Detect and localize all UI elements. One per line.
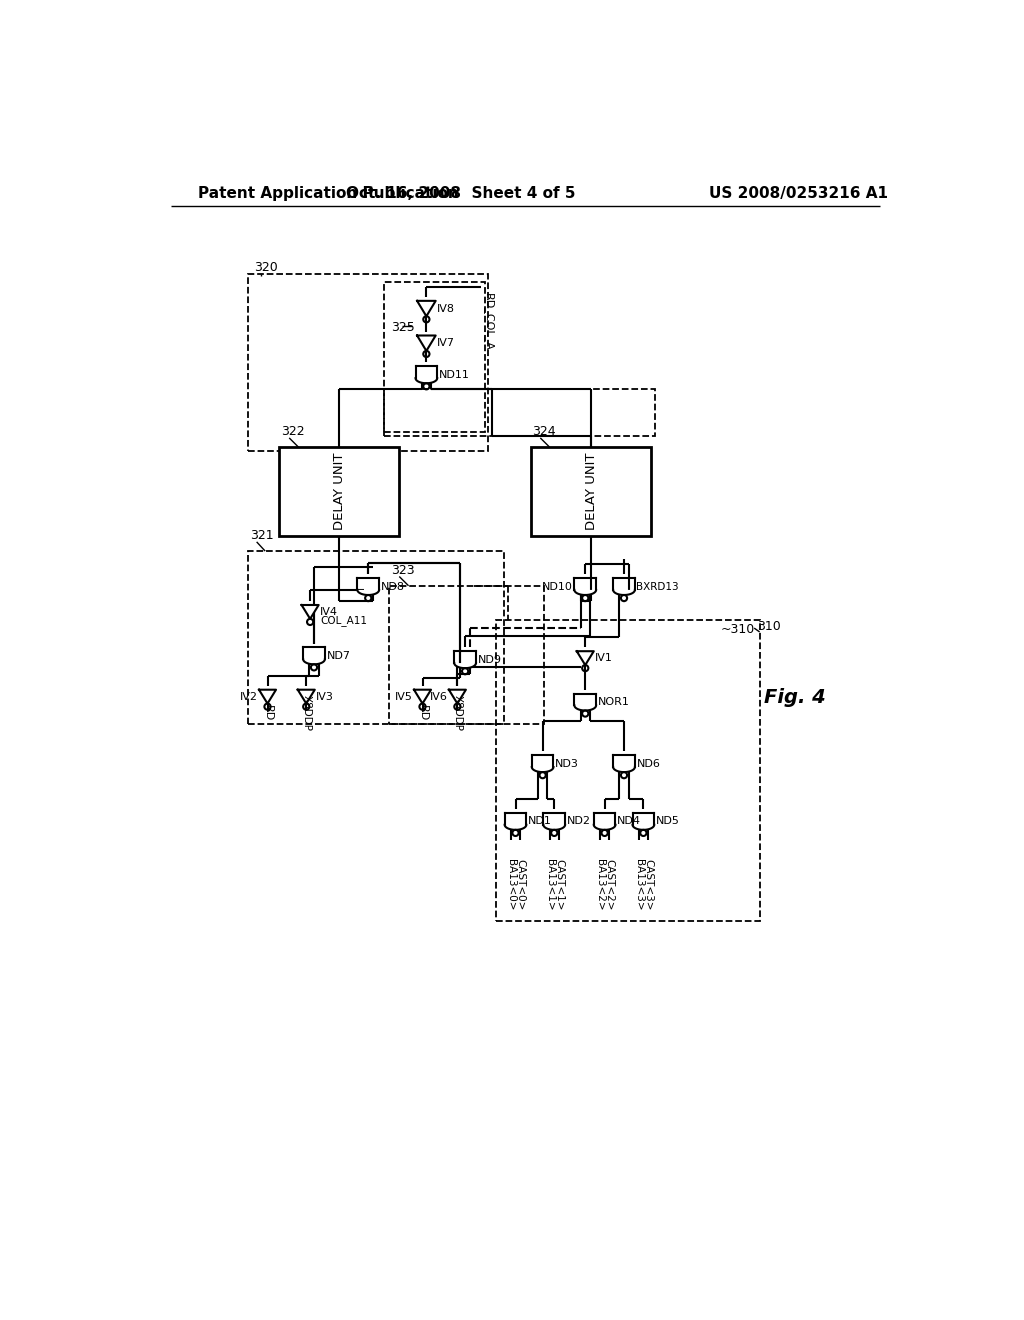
Text: ND3: ND3 (555, 759, 579, 768)
Text: CAST<3>: CAST<3> (643, 859, 653, 911)
Polygon shape (574, 590, 596, 595)
Text: 310: 310 (758, 620, 781, 634)
Bar (384, 281, 484, 432)
Text: US 2008/0253216 A1: US 2008/0253216 A1 (710, 186, 888, 201)
Polygon shape (417, 301, 435, 317)
Text: 325: 325 (391, 321, 416, 334)
Polygon shape (455, 663, 476, 668)
Text: IV5: IV5 (394, 692, 413, 702)
Text: BA13<1>: BA13<1> (545, 859, 555, 911)
Text: ND4: ND4 (617, 816, 641, 826)
Text: BA13<0>: BA13<0> (506, 859, 516, 911)
Polygon shape (259, 689, 276, 704)
Text: X8DDP: X8DDP (301, 694, 311, 731)
Polygon shape (357, 590, 379, 595)
Polygon shape (417, 335, 435, 351)
Text: 322: 322 (282, 425, 305, 438)
Polygon shape (531, 767, 554, 772)
Bar (531, 447, 651, 536)
Text: ND9: ND9 (477, 655, 502, 665)
Text: CAST<1>: CAST<1> (554, 859, 564, 911)
Bar (384, 389, 655, 436)
Text: IV7: IV7 (437, 338, 456, 348)
Text: ~310: ~310 (721, 623, 755, 636)
Text: 324: 324 (532, 425, 556, 438)
Text: ND2: ND2 (566, 816, 591, 826)
Bar (496, 620, 760, 921)
Text: IV1: IV1 (595, 653, 613, 663)
Text: BXRD13: BXRD13 (636, 582, 679, 591)
Text: X8DDP: X8DDP (453, 694, 463, 731)
Text: IV6: IV6 (429, 692, 447, 702)
Polygon shape (594, 825, 615, 830)
Text: Fig. 4: Fig. 4 (764, 688, 825, 708)
Text: IV4: IV4 (321, 607, 338, 616)
Bar (248, 552, 504, 725)
Text: RD_COL_A: RD_COL_A (483, 293, 494, 351)
Text: ND8: ND8 (381, 582, 404, 591)
Text: ND6: ND6 (636, 759, 660, 768)
Polygon shape (414, 689, 431, 704)
Text: Patent Application Publication: Patent Application Publication (198, 186, 459, 201)
Text: 321: 321 (250, 529, 273, 543)
Polygon shape (613, 590, 635, 595)
Text: BA13<2>: BA13<2> (595, 859, 605, 911)
Bar (248, 275, 488, 451)
Text: CAST<2>: CAST<2> (604, 859, 614, 911)
Polygon shape (544, 825, 565, 830)
Polygon shape (574, 705, 596, 710)
Text: ND11: ND11 (438, 370, 470, 380)
Text: 320: 320 (254, 261, 279, 275)
Polygon shape (302, 605, 318, 619)
Bar (280, 447, 399, 536)
Polygon shape (303, 659, 325, 664)
Text: DELAY UNIT: DELAY UNIT (333, 453, 346, 531)
Text: COL_A11: COL_A11 (321, 615, 368, 626)
Text: RD: RD (262, 705, 272, 721)
Text: IV8: IV8 (437, 304, 456, 314)
Text: BA13<3>: BA13<3> (634, 859, 644, 911)
Polygon shape (577, 651, 594, 665)
Text: ND10: ND10 (542, 582, 572, 591)
Text: NOR1: NOR1 (598, 697, 630, 708)
Text: DELAY UNIT: DELAY UNIT (585, 453, 598, 531)
Text: IV3: IV3 (316, 692, 334, 702)
Polygon shape (449, 689, 466, 704)
Polygon shape (416, 378, 437, 383)
Text: ND7: ND7 (327, 651, 350, 661)
Text: CAST<0>: CAST<0> (515, 859, 525, 911)
Polygon shape (505, 825, 526, 830)
Polygon shape (633, 825, 654, 830)
Text: Oct. 16, 2008  Sheet 4 of 5: Oct. 16, 2008 Sheet 4 of 5 (346, 186, 575, 201)
Text: 323: 323 (391, 564, 415, 577)
Polygon shape (298, 689, 314, 704)
Text: IV2: IV2 (240, 692, 257, 702)
Text: RD: RD (418, 705, 427, 721)
Text: ND1: ND1 (528, 816, 552, 826)
Text: ND5: ND5 (655, 816, 680, 826)
Polygon shape (613, 767, 635, 772)
Bar (389, 586, 544, 725)
